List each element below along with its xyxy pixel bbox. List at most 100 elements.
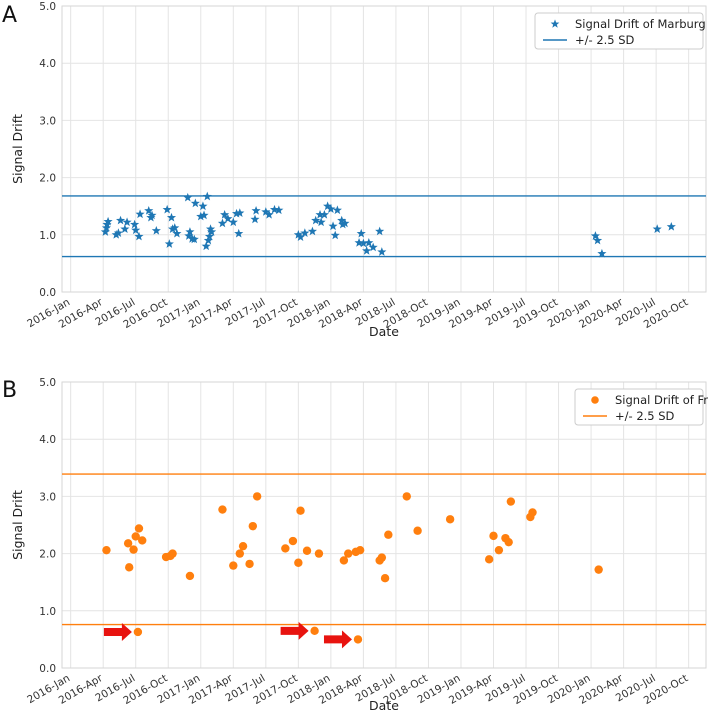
data-point xyxy=(223,213,233,223)
legend-box xyxy=(534,12,704,50)
y-tick-label: 0.0 xyxy=(39,287,56,299)
data-point xyxy=(202,191,212,201)
data-point xyxy=(144,205,154,215)
data-point xyxy=(484,555,494,564)
y-tick-label: 3.0 xyxy=(39,115,56,127)
data-point xyxy=(375,226,385,236)
data-point xyxy=(135,209,145,219)
data-point xyxy=(168,224,178,233)
data-point xyxy=(353,635,363,644)
y-tick-label: 5.0 xyxy=(39,1,56,13)
data-point xyxy=(338,219,348,229)
y-tick-label: 2.0 xyxy=(39,549,56,561)
data-point xyxy=(666,221,676,231)
data-point xyxy=(356,228,366,238)
data-point xyxy=(238,541,248,551)
data-point xyxy=(115,215,126,225)
data-point xyxy=(185,571,195,581)
data-point xyxy=(125,563,134,572)
data-point xyxy=(590,231,600,240)
data-point xyxy=(245,559,254,569)
x-axis-label: Date xyxy=(369,698,399,713)
data-point xyxy=(220,209,230,219)
annotation-arrow xyxy=(280,621,309,640)
data-point xyxy=(593,235,603,245)
data-point xyxy=(190,198,200,208)
data-point xyxy=(131,225,141,235)
data-point xyxy=(489,531,498,541)
annotation-arrow xyxy=(323,630,352,649)
data-point xyxy=(123,539,133,548)
data-point xyxy=(652,224,662,233)
data-point xyxy=(594,565,603,574)
y-tick-label: 4.0 xyxy=(39,58,56,70)
data-point xyxy=(189,234,199,244)
data-point xyxy=(445,515,455,524)
data-point xyxy=(248,521,258,531)
data-point xyxy=(184,231,194,240)
x-axis-label: Date xyxy=(369,324,399,339)
data-point xyxy=(269,204,280,214)
data-point xyxy=(166,212,177,222)
data-point xyxy=(199,210,209,220)
data-point xyxy=(355,545,365,555)
data-point xyxy=(134,524,144,533)
data-point xyxy=(183,192,193,202)
data-point xyxy=(164,239,174,248)
legend-label: Signal Drift of Frankfurt xyxy=(615,393,708,407)
data-point xyxy=(326,204,336,213)
data-point xyxy=(310,626,319,636)
data-point xyxy=(597,248,607,258)
y-tick-label: 2.0 xyxy=(39,173,56,185)
data-point xyxy=(328,221,338,231)
data-point xyxy=(339,556,349,565)
data-point xyxy=(364,238,374,247)
y-tick-label: 0.0 xyxy=(39,663,56,675)
data-point xyxy=(201,241,211,251)
data-point xyxy=(147,210,157,220)
data-point xyxy=(316,217,326,227)
data-point xyxy=(235,549,245,558)
data-point xyxy=(131,532,140,541)
y-tick-label: 5.0 xyxy=(39,377,56,389)
data-point xyxy=(380,573,390,583)
data-point xyxy=(323,201,333,211)
data-point xyxy=(196,211,206,221)
data-point xyxy=(288,536,298,546)
data-point xyxy=(162,204,172,214)
data-point xyxy=(129,545,138,554)
data-point xyxy=(528,508,537,517)
data-point xyxy=(330,230,340,240)
data-point xyxy=(506,497,516,506)
legend-label: +/- 2.5 SD xyxy=(615,409,675,423)
legend-label: Signal Drift of Marburg xyxy=(575,17,706,31)
data-point xyxy=(494,545,504,555)
data-point xyxy=(413,526,422,535)
data-point xyxy=(311,215,321,225)
data-point xyxy=(319,209,329,219)
data-point xyxy=(100,227,110,236)
data-point xyxy=(377,247,387,256)
y-tick-label: 1.0 xyxy=(39,230,56,242)
y-axis-label: Signal Drift xyxy=(10,490,25,560)
data-point xyxy=(264,209,274,219)
data-point xyxy=(218,505,227,514)
data-point xyxy=(120,224,130,233)
panel-label: B xyxy=(2,378,17,403)
data-point xyxy=(130,219,140,229)
panel-a: A0.01.02.03.04.05.02016-Jan2016-Apr2016-… xyxy=(2,1,707,339)
data-point xyxy=(203,235,213,245)
data-point xyxy=(138,536,147,545)
data-point xyxy=(207,227,217,236)
y-tick-label: 4.0 xyxy=(39,434,56,446)
data-point xyxy=(198,201,208,211)
data-point xyxy=(300,228,310,237)
data-point xyxy=(229,561,238,570)
data-point xyxy=(250,214,260,224)
data-point xyxy=(217,218,228,228)
data-point xyxy=(295,232,306,241)
data-point xyxy=(354,238,364,247)
data-point xyxy=(122,217,132,227)
data-point xyxy=(185,227,195,236)
